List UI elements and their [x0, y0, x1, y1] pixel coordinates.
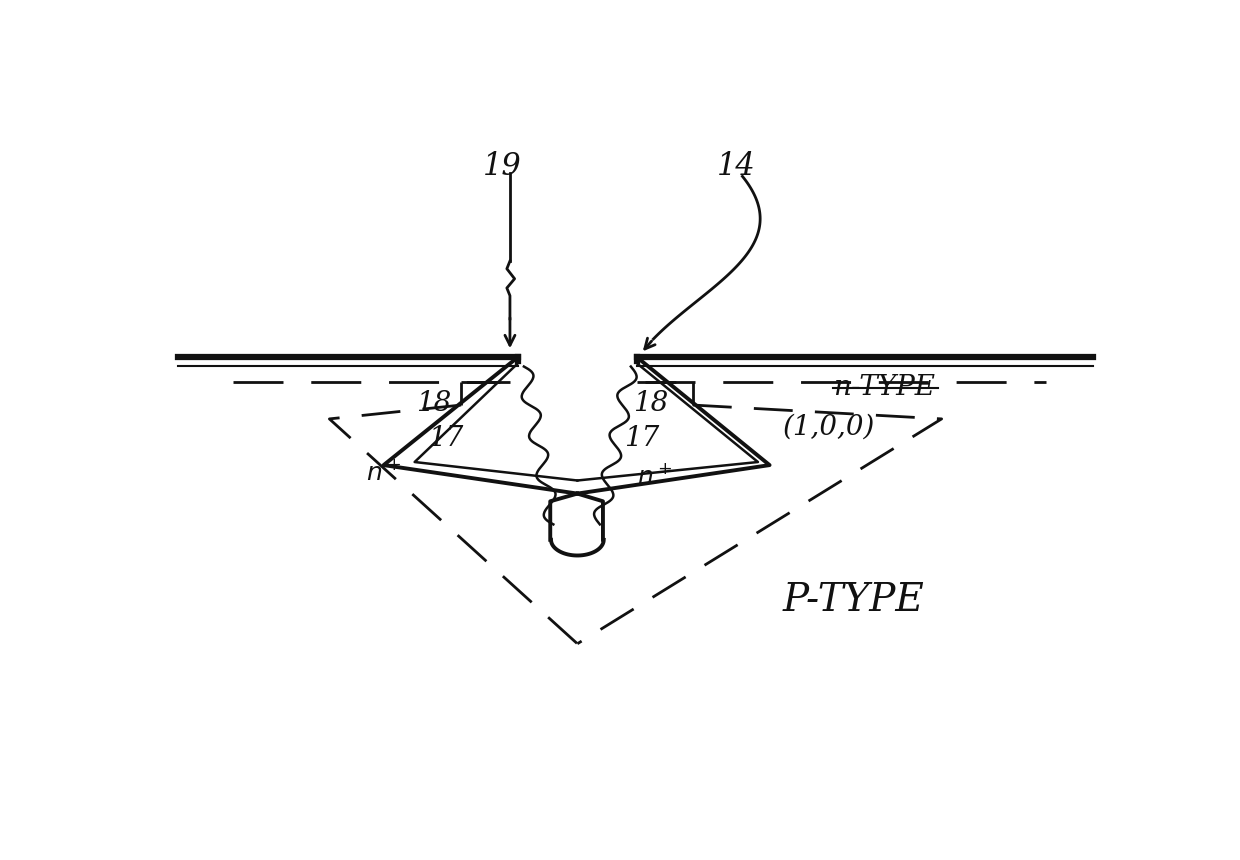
Text: 18: 18 [417, 390, 451, 417]
Text: 18: 18 [634, 390, 668, 417]
Text: (1,0,0): (1,0,0) [782, 414, 875, 440]
Text: n-TYPE: n-TYPE [833, 374, 935, 402]
Text: 19: 19 [482, 151, 522, 182]
Text: $n^+$: $n^+$ [366, 460, 402, 486]
Text: P-TYPE: P-TYPE [782, 582, 925, 619]
Text: $n^+$: $n^+$ [637, 464, 672, 489]
Text: 14: 14 [717, 151, 755, 182]
Text: 17: 17 [428, 425, 464, 452]
Text: 17: 17 [624, 425, 660, 452]
